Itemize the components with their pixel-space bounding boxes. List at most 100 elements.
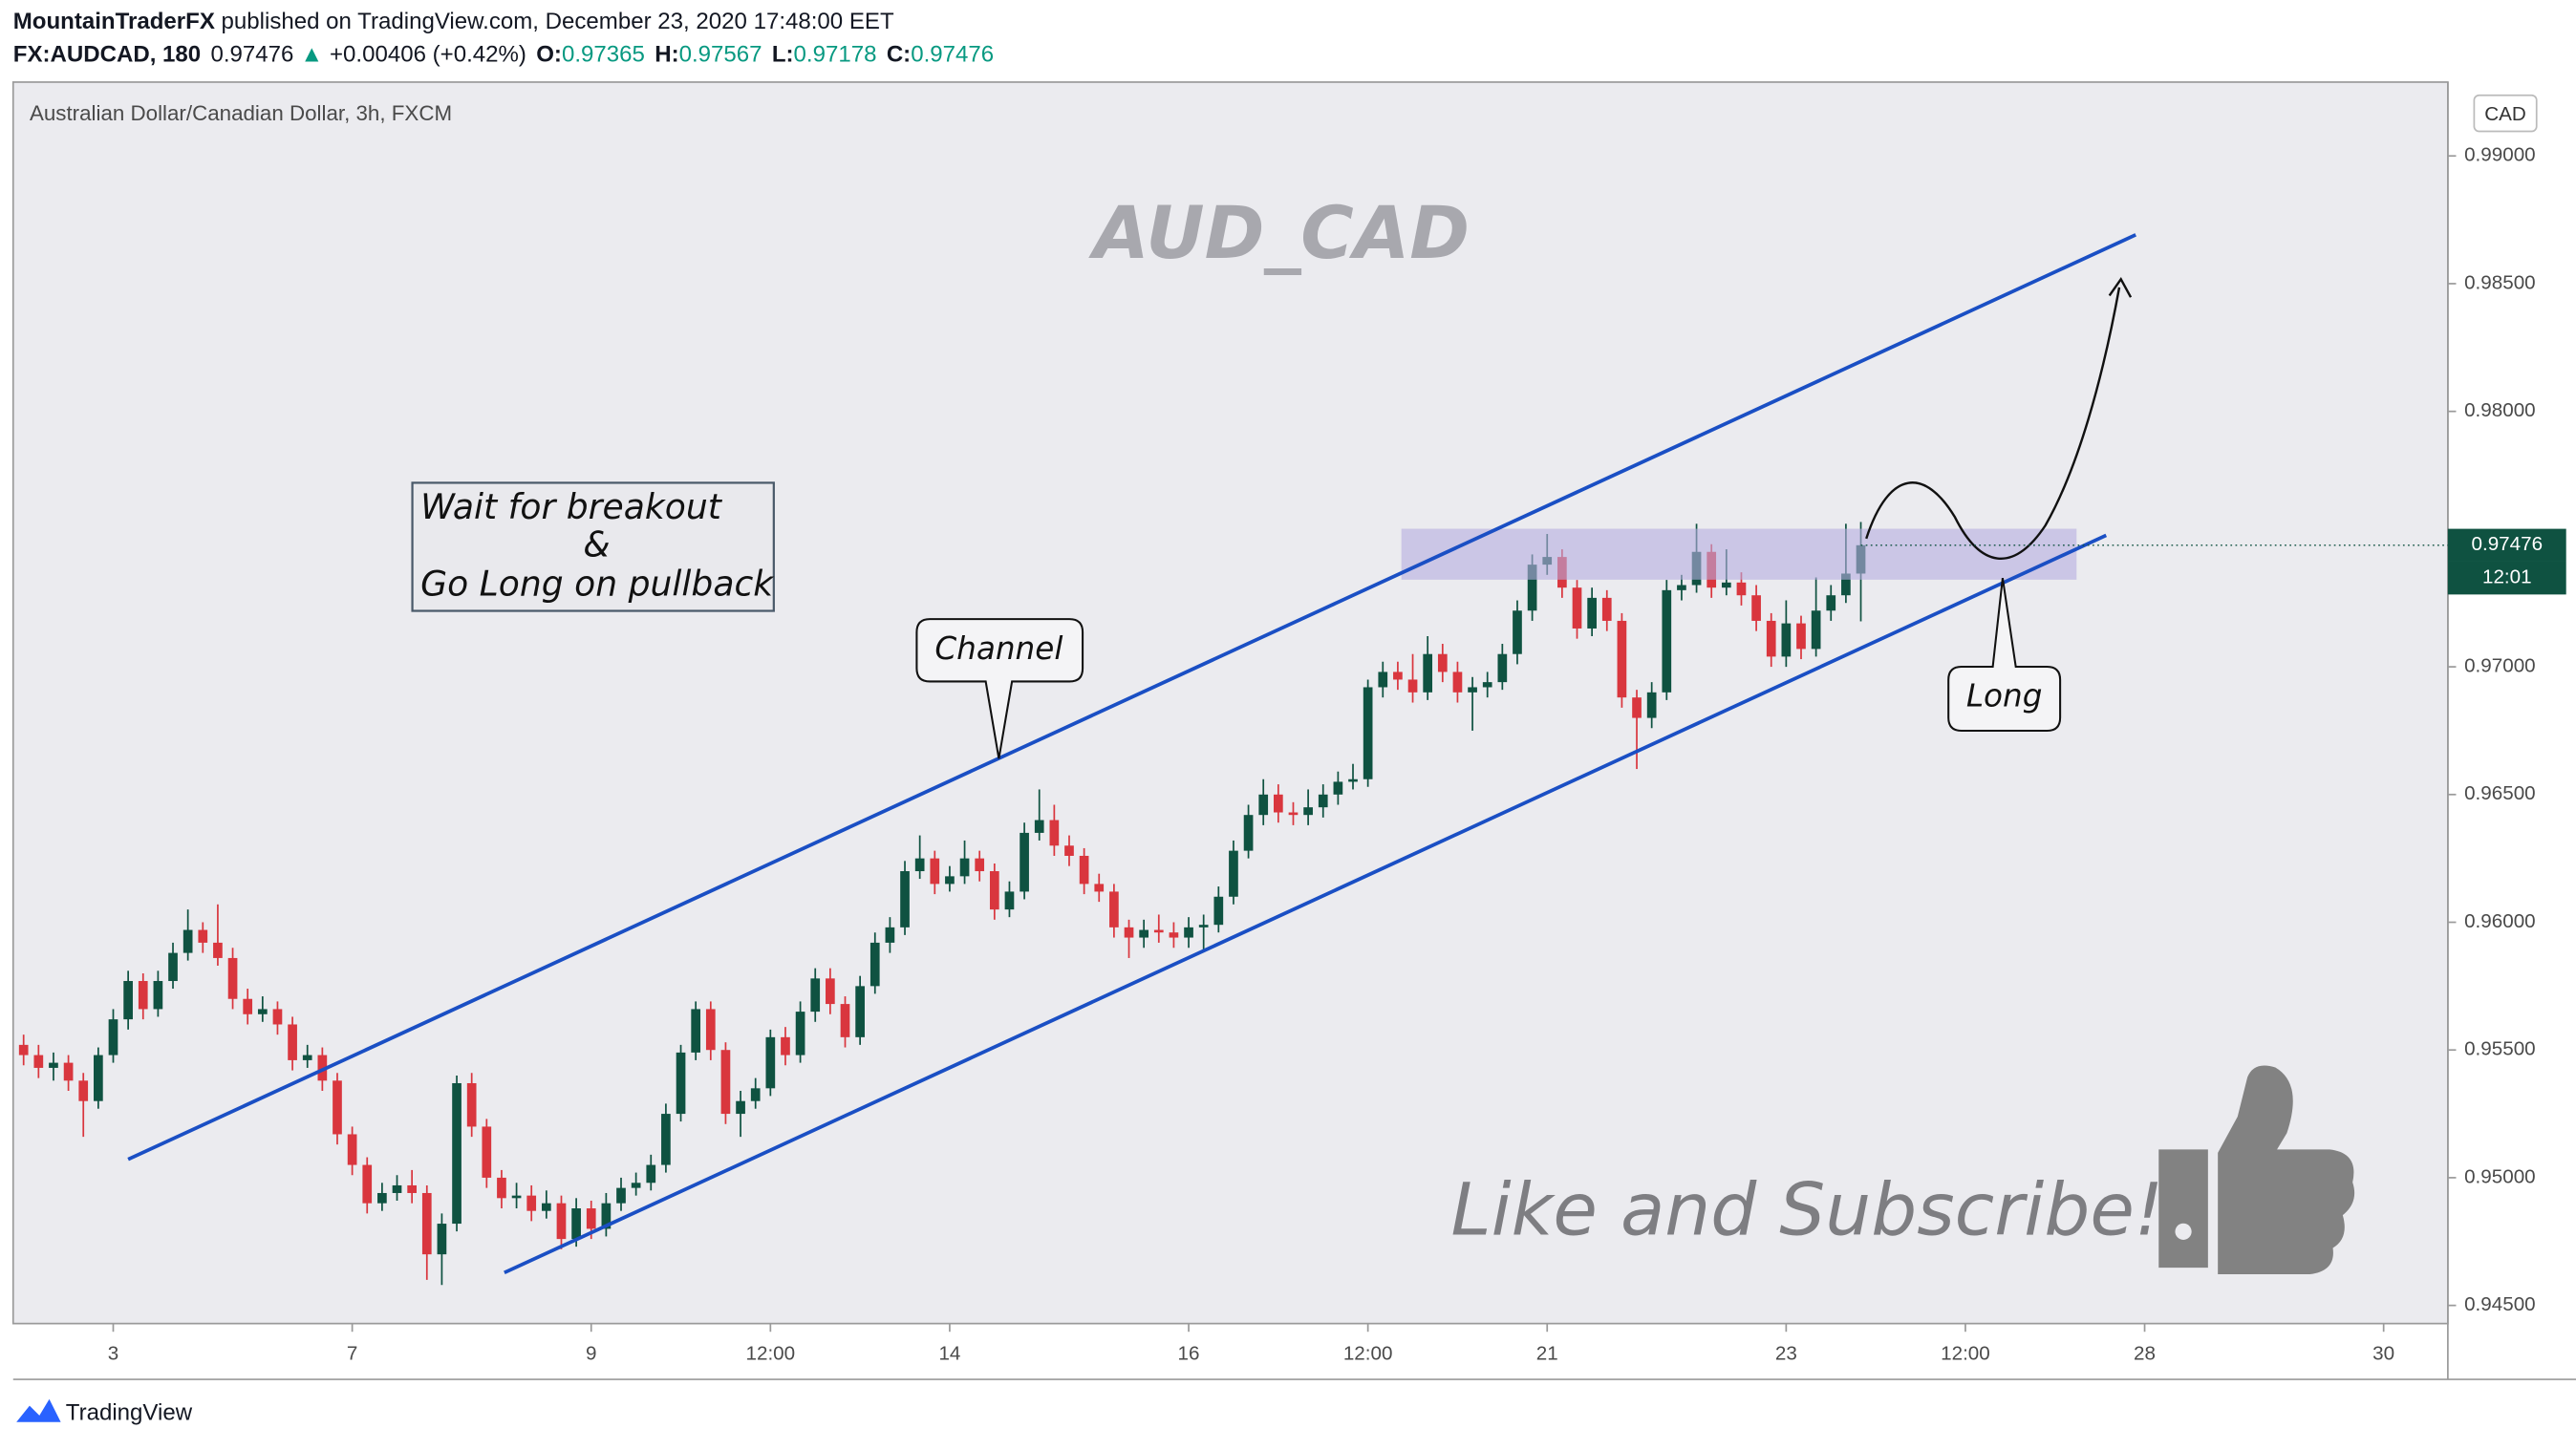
candle-body	[1662, 589, 1672, 693]
candle-body	[556, 1203, 567, 1240]
x-tick-label: 16	[1178, 1343, 1200, 1365]
candle-body	[1423, 653, 1433, 693]
candle-body	[840, 1004, 850, 1037]
candle-body	[198, 929, 208, 943]
o-label: O:	[536, 42, 562, 68]
candle-body	[1587, 597, 1597, 629]
candle-body	[302, 1055, 312, 1060]
candle-body	[168, 952, 178, 982]
x-tick-label: 12:00	[1941, 1343, 1990, 1365]
candle-body	[1229, 850, 1238, 897]
candle-body	[1452, 672, 1463, 693]
candle-body	[945, 876, 955, 885]
candle-body	[108, 1019, 118, 1056]
candle-body	[1064, 845, 1074, 856]
candle-body	[466, 1082, 477, 1127]
y-tick-label: 0.96500	[2464, 782, 2536, 804]
candle-body	[646, 1164, 656, 1183]
candle-body	[317, 1055, 328, 1081]
published: published on TradingView.com, December 2…	[215, 9, 894, 34]
candle-body	[437, 1224, 447, 1255]
countdown: 12:01	[2482, 566, 2532, 588]
x-tick-label: 21	[1536, 1343, 1558, 1365]
watermark: AUD_CAD	[1088, 191, 1470, 275]
candle-body	[497, 1177, 506, 1199]
candle-body	[362, 1164, 373, 1204]
candle-body	[94, 1055, 103, 1101]
candle-body	[885, 927, 895, 943]
y-tick-label: 0.95000	[2464, 1165, 2536, 1187]
icon-cuff	[2158, 1149, 2208, 1269]
h-value: 0.97567	[679, 42, 762, 68]
candle-body	[1572, 587, 1582, 629]
candle-body	[1274, 794, 1283, 813]
candle-body	[1378, 672, 1388, 688]
candle-body	[392, 1184, 402, 1193]
candle-body	[1482, 682, 1492, 688]
candle-body	[257, 1009, 268, 1014]
chart-title: Australian Dollar/Canadian Dollar, 3h, F…	[30, 101, 452, 125]
candle-body	[1124, 927, 1134, 938]
candle-body	[855, 986, 865, 1037]
candle-body	[1363, 687, 1373, 779]
x-tick-label: 14	[938, 1343, 960, 1365]
candle-body	[421, 1192, 432, 1255]
candle-body	[1198, 925, 1209, 928]
note-box	[411, 481, 775, 612]
y-tick-label: 0.97000	[2464, 655, 2536, 677]
candle-body	[810, 978, 821, 1013]
candle-body	[959, 858, 970, 877]
note-line: Go Long on pullback	[420, 564, 775, 605]
candle-body	[1527, 565, 1537, 611]
last-price: 0.97476	[211, 42, 294, 68]
l-label: L:	[772, 42, 794, 68]
candle-body	[601, 1203, 612, 1229]
candle-body	[1393, 672, 1403, 680]
arrow-head	[2108, 276, 2133, 298]
icon-dot	[2175, 1223, 2192, 1240]
candle-body	[123, 981, 133, 1020]
change-arrow: ▲	[300, 42, 323, 68]
candle-body	[720, 1050, 731, 1115]
candle-body	[930, 858, 940, 885]
candle-body	[571, 1208, 581, 1240]
candle-body	[975, 858, 985, 872]
long-callout	[1947, 577, 2062, 733]
candle-body	[705, 1009, 716, 1051]
candle-body	[1004, 891, 1015, 910]
last-price-box	[2447, 528, 2566, 562]
subscribe-text: Like and Subscribe!	[1450, 1168, 2163, 1252]
x-tick-label: 30	[2372, 1343, 2394, 1365]
l-value: 0.97178	[794, 42, 877, 68]
candle-body	[213, 942, 223, 958]
candle-body	[1020, 832, 1029, 892]
candle-body	[407, 1184, 417, 1193]
candle-body	[1288, 812, 1299, 816]
candle-body	[1632, 697, 1642, 718]
candle-body	[1333, 781, 1343, 795]
candle-body	[1721, 582, 1731, 588]
note-line: &	[583, 523, 610, 565]
y-tick-label: 0.98500	[2464, 271, 2536, 293]
candle-body	[616, 1187, 626, 1204]
candle-body	[736, 1100, 745, 1115]
candle-body	[691, 1009, 701, 1053]
symbol-line: FX:AUDCAD, 180 0.97476 ▲ +0.00406 (+0.42%) O…	[13, 42, 994, 68]
channel-callout	[915, 618, 1084, 759]
candle-body	[243, 998, 253, 1014]
candle-body	[333, 1080, 342, 1135]
candle-body	[1468, 687, 1477, 693]
candle-body	[1318, 794, 1328, 808]
c-value: 0.97476	[911, 42, 994, 68]
x-tick-label: 7	[347, 1343, 357, 1365]
x-tick-label: 28	[2134, 1343, 2156, 1365]
candle-body	[631, 1183, 641, 1188]
candle-body	[1303, 807, 1313, 816]
candle-body	[1109, 891, 1119, 928]
candle-body	[676, 1052, 686, 1115]
o-value: 0.97365	[562, 42, 645, 68]
candle-body	[1826, 595, 1836, 611]
candle-body	[452, 1082, 462, 1225]
candle-body	[1407, 679, 1418, 693]
currency-box	[2473, 94, 2538, 133]
